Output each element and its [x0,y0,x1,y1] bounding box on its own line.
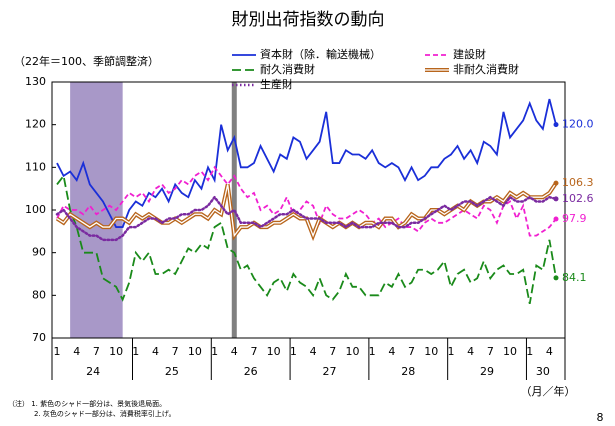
end-label: 106.3 [562,176,594,189]
x-tick-label: 7 [408,345,415,358]
x-tick-label: 1 [369,345,376,358]
x-tick-label: 4 [231,345,238,358]
shaded-period [70,82,123,338]
series-line [56,165,557,237]
x-tick-label: 7 [172,345,179,358]
x-tick-label: 10 [345,345,359,358]
end-label: 120.0 [562,118,594,131]
y-tick-label: 70 [32,331,46,344]
x-group-label: 26 [244,365,258,378]
y-tick-label: 110 [25,160,46,173]
x-tick-label: 7 [250,345,257,358]
x-tick-label: 4 [152,345,159,358]
legend-label: 非耐久消費財 [453,62,519,76]
end-label: 84.1 [562,271,587,284]
x-group-label: 25 [165,365,179,378]
x-tick-label: 7 [329,345,336,358]
x-tick-label: 4 [546,345,553,358]
x-tick-label: 10 [424,345,438,358]
end-marker [553,275,559,281]
x-tick-label: 7 [93,345,100,358]
chart-subtitle: （22年＝100、季節調整済） [14,54,159,68]
y-tick-label: 130 [25,75,46,88]
x-tick-label: 7 [487,345,494,358]
x-tick-label: 1 [447,345,454,358]
x-tick-label: 1 [132,345,139,358]
legend-label: 耐久消費財 [260,62,315,76]
x-unit-label: （月／年） [521,384,576,398]
x-tick-label: 1 [211,345,218,358]
end-label: 102.6 [562,192,594,205]
x-tick-label: 10 [503,345,517,358]
chart-title: 財別出荷指数の動向 [232,10,385,30]
page-number: 8 [597,411,604,424]
x-tick-label: 4 [467,345,474,358]
end-label: 97.9 [562,212,587,225]
x-tick-label: 1 [54,345,61,358]
x-tick-label: 1 [290,345,297,358]
y-tick-label: 120 [25,118,46,131]
x-group-label: 24 [86,365,100,378]
end-marker [553,216,559,222]
x-group-label: 27 [322,365,336,378]
x-group-label: 28 [401,365,415,378]
x-tick-label: 10 [109,345,123,358]
x-group-label: 29 [480,365,494,378]
legend-label: 生産財 [260,77,293,91]
y-tick-label: 100 [25,203,46,216]
legend-label: 建設財 [453,47,486,61]
series-line [55,195,558,242]
x-tick-label: 10 [267,345,281,358]
x-tick-label: 4 [388,345,395,358]
end-marker [553,180,559,186]
y-tick-label: 80 [32,288,46,301]
x-tick-label: 4 [73,345,80,358]
x-tick-label: 10 [188,345,202,358]
legend-label: 資本財（除．輸送機械） [260,47,381,61]
series-line [56,98,557,228]
x-tick-label: 4 [310,345,317,358]
end-marker [553,196,559,202]
note: 2. 灰色のシャド一部分は、消費税率引上げ。 [34,409,176,418]
x-group-label: 30 [536,365,550,378]
y-tick-label: 90 [32,246,46,259]
x-tick-label: 1 [526,345,533,358]
series-line [56,173,557,305]
note: （注） 1. 紫色のシャド一部分は、景気後退局面。 [8,399,166,408]
end-marker [553,122,559,128]
